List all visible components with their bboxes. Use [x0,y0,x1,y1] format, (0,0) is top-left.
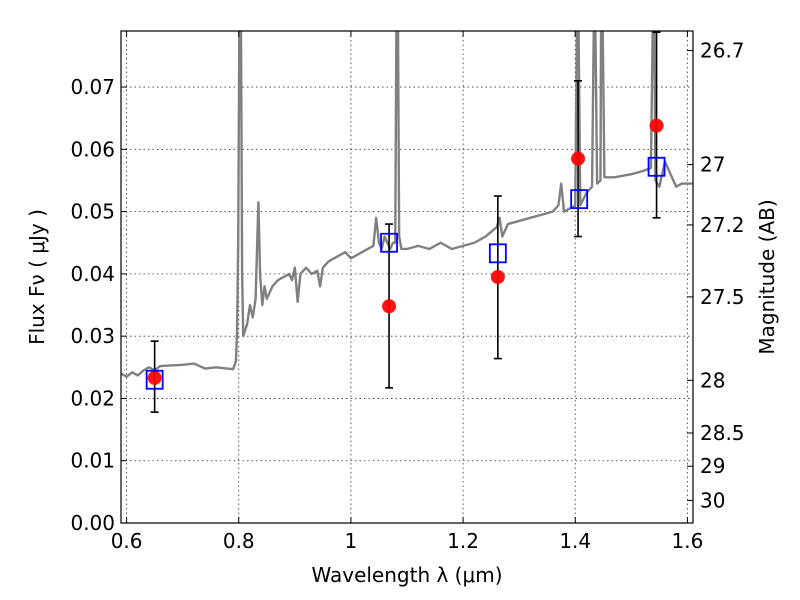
observed-point [147,370,162,385]
y-tick-label: 0.00 [70,511,115,535]
y-axis-right-label: Magnitude (AB) [755,199,779,354]
x-tick-label: 1.6 [671,529,703,553]
model-point [647,156,666,177]
model-point [145,369,164,390]
x-tick-label: 1.2 [447,529,479,553]
right-tick-label: 27.5 [700,285,745,309]
observed-point [649,118,664,133]
right-tick-label: 28 [700,368,725,392]
x-tick-label: 1.4 [559,529,591,553]
x-tick-label: 0.8 [223,529,255,553]
x-tick-label: 0.6 [111,529,143,553]
y-tick-label: 0.07 [70,75,115,99]
observed-point [490,270,505,284]
right-tick-label: 26.7 [700,39,745,63]
model-point [488,243,507,264]
plot-frame [120,30,694,524]
y-tick-label: 0.04 [70,262,115,286]
axes-ticks: 0.6 0.8 1 1.2 1.4 1.6 0.00 0.01 0.02 0.03 0.04 0.05… [70,31,745,553]
observed-point [571,151,586,166]
plot-area [121,31,693,413]
y-tick-label: 0.01 [70,449,115,473]
model-point [380,232,398,253]
grid [121,31,693,523]
right-tick-label: 27.2 [700,213,745,237]
x-tick-label: 1 [345,529,358,553]
y-axis-label: Flux Fν ( μJy ) [25,209,49,345]
x-axis-label: Wavelength λ (μm) [311,563,502,587]
y-tick-label: 0.03 [70,324,115,348]
y-tick-label: 0.06 [70,137,115,161]
y-tick-label: 0.05 [70,200,115,224]
observed-point [382,299,397,314]
right-tick-label: 28.5 [700,421,745,445]
right-tick-label: 29 [700,454,725,478]
model-point [570,189,589,210]
right-tick-label: 30 [700,488,725,512]
right-tick-label: 27 [700,153,725,177]
y-tick-label: 0.02 [70,386,115,410]
spectrum-line [121,31,693,378]
